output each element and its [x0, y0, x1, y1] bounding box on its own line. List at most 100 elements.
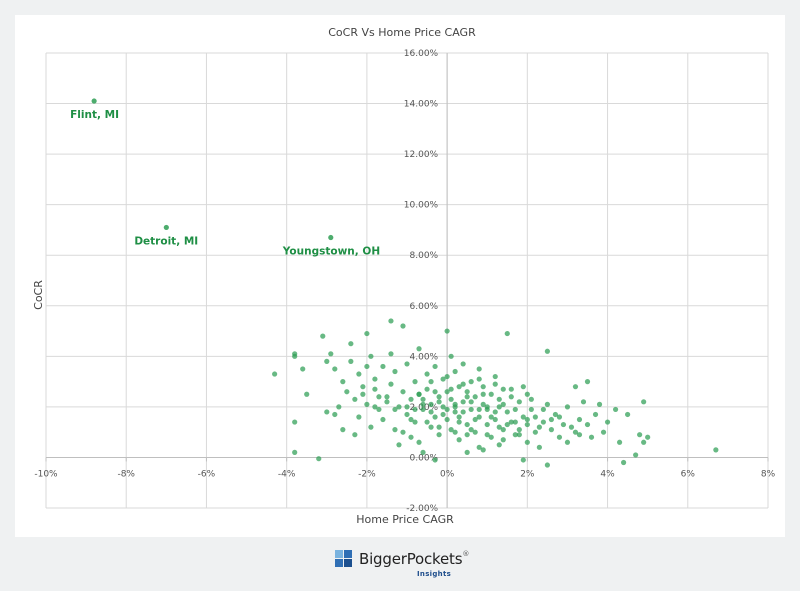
- data-point: [604, 419, 611, 425]
- brand-subtitle: Insights: [417, 570, 452, 578]
- point-label: Flint, MI: [70, 109, 119, 121]
- brand-logo: BiggerPockets® Insights: [335, 549, 475, 581]
- data-point: [504, 409, 510, 415]
- data-point: [540, 419, 546, 425]
- data-point: [324, 409, 330, 415]
- y-tick-label: 8.00%: [410, 251, 439, 261]
- data-point: [272, 371, 278, 377]
- data-point: [360, 391, 366, 397]
- data-point: [304, 391, 310, 397]
- data-point: [380, 416, 386, 423]
- data-point: [460, 409, 466, 415]
- data-point: [436, 424, 442, 430]
- data-point: [384, 394, 390, 400]
- data-point: [388, 318, 394, 324]
- data-point: [364, 330, 370, 337]
- data-point: [432, 414, 438, 420]
- data-point: [336, 404, 342, 410]
- data-point: [416, 391, 422, 397]
- data-point: [364, 363, 370, 370]
- data-point: [404, 411, 410, 418]
- data-point: [468, 399, 474, 405]
- data-point: [464, 394, 470, 400]
- data-point: [404, 361, 410, 367]
- data-point: [436, 399, 442, 405]
- data-point: [420, 406, 426, 413]
- data-point: [480, 391, 486, 397]
- y-axis-label: CoCR: [32, 280, 45, 310]
- data-point: [488, 414, 494, 420]
- data-point: [464, 421, 470, 428]
- data-point: [444, 406, 450, 413]
- point-labels: Flint, MI Detroit, MI Youngstown, OH: [70, 109, 380, 257]
- data-point: [496, 442, 502, 448]
- data-point: [460, 399, 466, 405]
- data-point: [641, 399, 647, 405]
- data-point: [376, 394, 382, 400]
- x-tick-label: 4%: [600, 469, 615, 479]
- data-point: [596, 401, 603, 407]
- data-point: [448, 427, 454, 433]
- data-point: [472, 416, 478, 423]
- data-point: [328, 351, 334, 357]
- x-tick-label: 0%: [440, 469, 455, 479]
- data-point: [508, 419, 514, 425]
- data-point: [560, 421, 567, 428]
- data-point: [564, 439, 571, 445]
- data-point: [388, 351, 394, 357]
- data-point: [372, 386, 378, 392]
- data-point: [360, 384, 366, 390]
- scatter-chart: -10%-8%-6%-4%-2%0%2%4%6%8% -2.00%0.00%2.…: [32, 26, 776, 526]
- data-point: [448, 386, 454, 392]
- data-point: [524, 421, 530, 428]
- y-tick-label: -2.00%: [406, 504, 438, 514]
- data-point: [384, 399, 390, 405]
- data-point: [364, 401, 370, 407]
- data-point: [368, 353, 374, 359]
- data-point: [548, 427, 555, 433]
- data-point: [536, 424, 542, 430]
- data-point: [588, 434, 595, 440]
- data-point: [344, 389, 350, 395]
- data-point: [476, 366, 482, 372]
- data-point: [488, 434, 494, 440]
- x-tick-label: -2%: [358, 469, 376, 479]
- data-point: [292, 353, 298, 359]
- point-label: Detroit, MI: [134, 235, 198, 247]
- data-point: [572, 384, 579, 390]
- data-point: [352, 396, 358, 402]
- data-point: [580, 399, 587, 405]
- y-tick-label: 14.00%: [404, 100, 439, 110]
- data-point: [428, 409, 434, 415]
- data-point: [512, 432, 518, 438]
- data-point: [400, 389, 406, 395]
- data-point: [552, 411, 559, 418]
- data-point: [520, 414, 526, 420]
- data-point: [508, 386, 514, 392]
- data-point: [520, 384, 526, 390]
- data-point: [500, 437, 506, 443]
- data-point: [396, 442, 402, 448]
- data-point: [424, 386, 430, 392]
- data-point: [332, 411, 338, 418]
- x-tick-label: 2%: [520, 469, 535, 479]
- data-point: [524, 416, 530, 423]
- data-point: [316, 456, 322, 462]
- data-point: [420, 449, 426, 455]
- data-point: [468, 379, 474, 385]
- data-point: [556, 434, 563, 440]
- data-point: [532, 429, 538, 435]
- data-point: [524, 439, 530, 445]
- data-point: [576, 416, 583, 423]
- data-point-labeled: [163, 224, 169, 231]
- data-point: [504, 421, 510, 428]
- x-tick-label: 8%: [761, 469, 776, 479]
- data-point: [496, 396, 502, 402]
- data-point: [420, 401, 426, 407]
- x-tick-labels: -10% -8% -6% -4% -2% 0% 2% 4% 6% 8%: [34, 469, 775, 479]
- data-point: [484, 404, 490, 410]
- brand-registered: ®: [462, 550, 470, 558]
- data-point: [404, 404, 410, 410]
- data-point: [392, 427, 398, 433]
- data-point: [440, 404, 446, 410]
